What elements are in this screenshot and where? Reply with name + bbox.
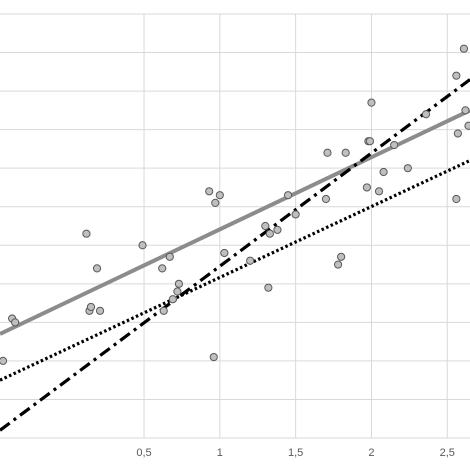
data-point-25	[283, 191, 293, 200]
data-point-14	[174, 279, 184, 288]
data-point-43	[453, 129, 462, 138]
trendline-dashdot	[0, 78, 470, 432]
data-point-32	[362, 183, 372, 192]
data-point-29	[333, 260, 343, 269]
data-point-38	[390, 140, 399, 150]
data-point-35	[367, 98, 376, 107]
data-point-26	[291, 210, 300, 219]
data-point-11	[165, 252, 174, 261]
data-point-23	[265, 229, 274, 238]
trendlines	[0, 78, 470, 432]
data-point-20	[246, 256, 255, 265]
data-point-36	[374, 187, 384, 196]
data-point-6	[92, 264, 102, 273]
x-tick-label-2: 1,5	[288, 447, 303, 459]
data-point-12	[168, 295, 177, 304]
data-point-31	[341, 148, 350, 157]
data-point-5	[86, 302, 96, 312]
data-point-46	[464, 121, 470, 130]
data-point-9	[158, 264, 167, 273]
data-point-42	[452, 71, 461, 80]
data-point-19	[220, 248, 229, 258]
data-point-22	[264, 283, 273, 292]
data-point-10	[159, 306, 168, 315]
data-point-16	[209, 352, 218, 362]
data-point-27	[321, 194, 331, 204]
data-point-17	[211, 198, 220, 207]
x-axis-tick-labels: 0,5 1 1,5 2 2,5	[136, 447, 455, 459]
trendline-solid	[0, 108, 470, 336]
data-point-45	[461, 106, 470, 115]
data-point-40	[421, 110, 431, 119]
data-point-13	[173, 287, 182, 296]
data-point-8	[138, 241, 147, 250]
data-point-2	[11, 318, 20, 327]
data-point-28	[323, 148, 332, 157]
trendline-dotted	[0, 159, 470, 382]
data-point-7	[95, 306, 105, 315]
x-tick-label-0: 0,5	[136, 447, 151, 459]
data-point-24	[273, 225, 282, 234]
x-tick-label-1: 1	[217, 447, 223, 459]
data-point-39	[403, 164, 412, 173]
data-point-34	[365, 137, 375, 146]
data-point-41	[452, 194, 461, 204]
data-point-30	[337, 252, 346, 261]
x-tick-label-4: 2,5	[440, 447, 455, 459]
x-tick-label-3: 2	[368, 447, 374, 459]
chart-gridlines	[0, 13, 470, 439]
data-point-0	[0, 356, 8, 366]
data-point-37	[379, 167, 388, 177]
data-point-44	[459, 44, 469, 53]
data-points	[0, 44, 470, 366]
data-point-18	[215, 191, 224, 200]
data-point-3	[82, 229, 91, 238]
data-point-15	[205, 187, 214, 196]
data-point-21	[261, 221, 270, 231]
